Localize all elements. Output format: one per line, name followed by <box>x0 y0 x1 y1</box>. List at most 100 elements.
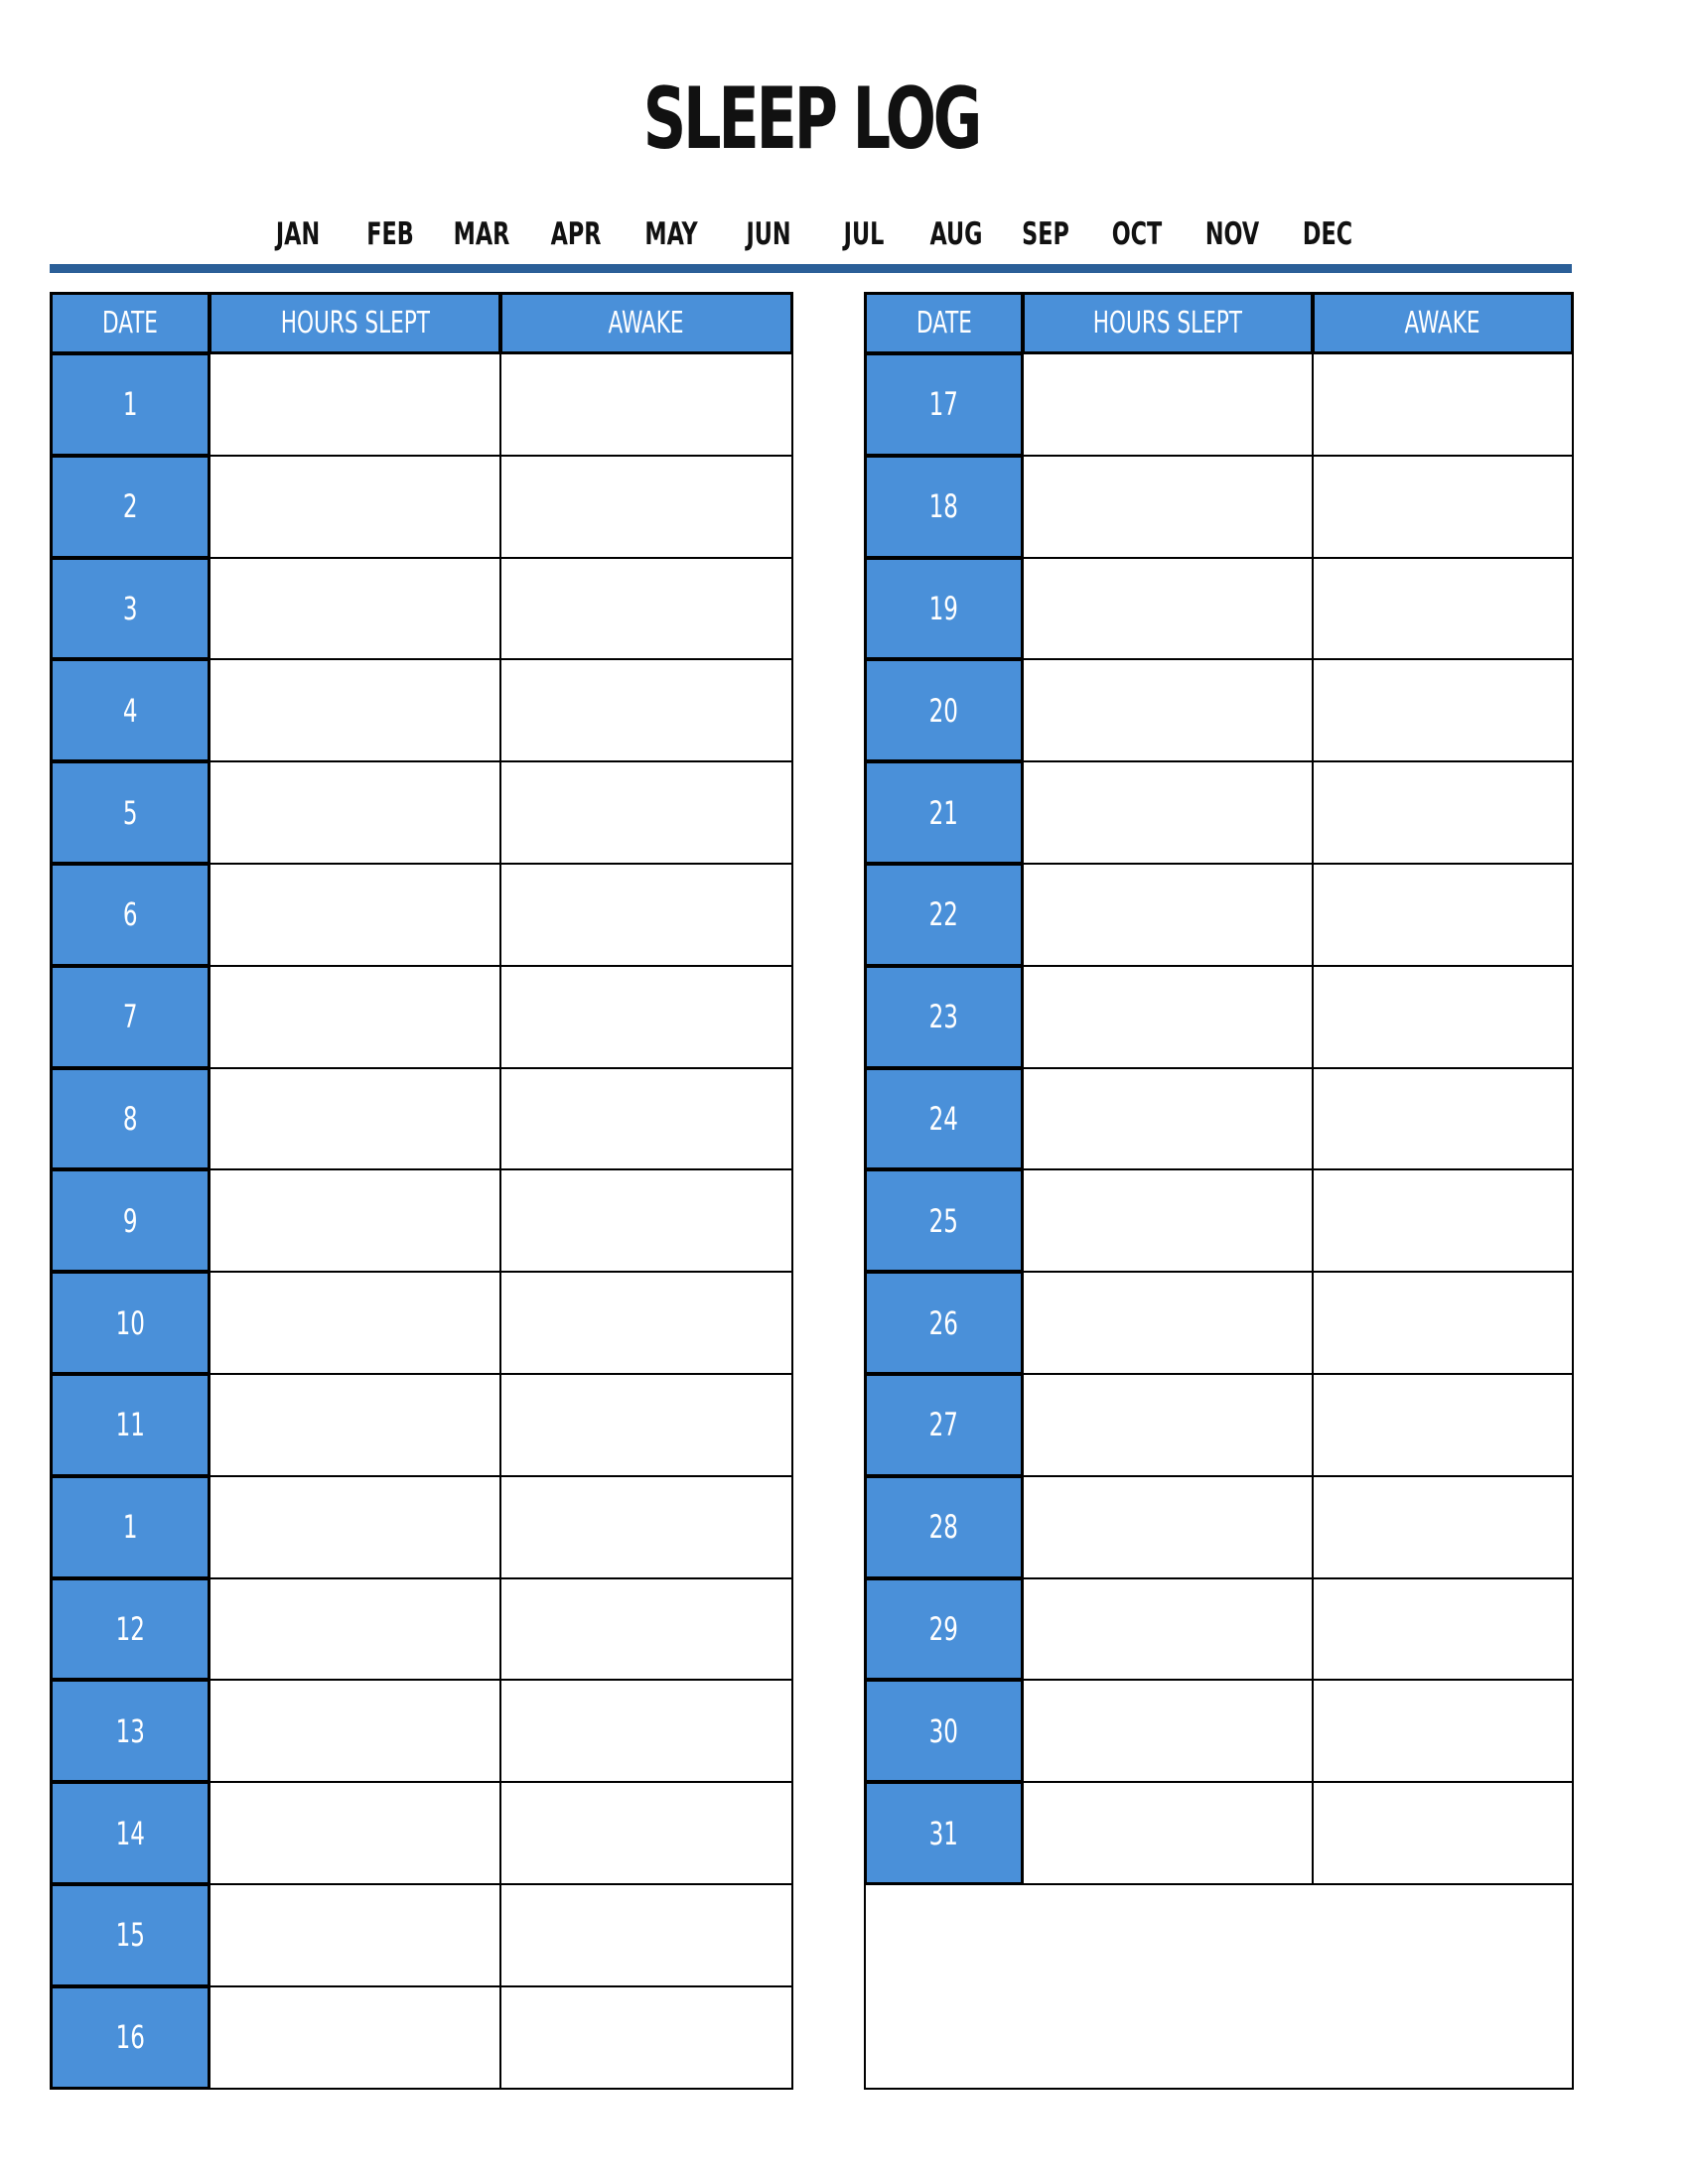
hours-slept-entry-cell[interactable] <box>209 1576 501 1682</box>
awake-entry-cell[interactable] <box>1312 1679 1574 1784</box>
hours-slept-entry-cell[interactable] <box>1022 454 1314 559</box>
hours-slept-entry-cell[interactable] <box>1022 1474 1314 1579</box>
awake-entry-cell[interactable] <box>499 352 793 457</box>
hours-slept-entry-cell[interactable] <box>209 1984 501 2090</box>
hours-slept-entry-cell[interactable] <box>209 556 501 661</box>
awake-entry-cell[interactable] <box>1312 556 1574 661</box>
date-label: 26 <box>928 1303 959 1342</box>
awake-entry-cell[interactable] <box>1312 863 1574 967</box>
awake-entry-cell[interactable] <box>499 760 793 865</box>
hours-slept-entry-cell[interactable] <box>1022 760 1314 865</box>
hours-slept-entry-cell[interactable] <box>209 1679 501 1784</box>
hours-slept-entry-cell[interactable] <box>1022 1271 1314 1375</box>
awake-entry-cell[interactable] <box>499 1576 793 1682</box>
date-label: 2 <box>122 487 138 526</box>
awake-entry-cell[interactable] <box>1312 1781 1574 1885</box>
awake-entry-cell[interactable] <box>499 1474 793 1579</box>
date-label: 10 <box>115 1303 145 1342</box>
date-cell: 25 <box>864 1168 1024 1274</box>
hours-slept-entry-cell[interactable] <box>1022 658 1314 763</box>
awake-entry-cell[interactable] <box>1312 352 1574 457</box>
month-selector: JAN FEB MAR APR MAY JUN JUL AUG SEP OCT NOV DEC <box>0 216 1688 260</box>
date-label: 23 <box>928 998 959 1036</box>
hours-slept-entry-cell[interactable] <box>1022 556 1314 661</box>
hours-slept-entry-cell[interactable] <box>209 1168 501 1274</box>
hours-slept-entry-cell[interactable] <box>209 1781 501 1885</box>
date-cell: 26 <box>864 1271 1024 1375</box>
hours-slept-entry-cell[interactable] <box>209 1883 501 1987</box>
hours-slept-entry-cell[interactable] <box>1022 352 1314 457</box>
hours-slept-entry-cell[interactable] <box>209 1271 501 1375</box>
month-mar[interactable]: MAR <box>453 216 510 252</box>
date-cell: 14 <box>50 1781 211 1885</box>
awake-entry-cell[interactable] <box>1312 1474 1574 1579</box>
hours-slept-entry-cell[interactable] <box>209 964 501 1069</box>
hours-slept-entry-cell[interactable] <box>1022 1168 1314 1274</box>
month-feb[interactable]: FEB <box>366 216 414 252</box>
hours-slept-entry-cell[interactable] <box>209 1066 501 1171</box>
hours-slept-entry-cell[interactable] <box>1022 1576 1314 1682</box>
awake-entry-cell[interactable] <box>1312 1373 1574 1477</box>
hours-slept-entry-cell[interactable] <box>209 863 501 967</box>
date-cell: 8 <box>50 1066 211 1171</box>
month-jul[interactable]: JUL <box>843 216 885 252</box>
date-cell: 22 <box>864 863 1024 967</box>
hours-slept-entry-cell[interactable] <box>209 1474 501 1579</box>
column-header-label: DATE <box>102 306 158 341</box>
date-cell: 17 <box>864 352 1024 457</box>
hours-slept-entry-cell[interactable] <box>1022 1781 1314 1885</box>
month-jan[interactable]: JAN <box>275 216 321 252</box>
date-cell: 9 <box>50 1168 211 1274</box>
month-apr[interactable]: APR <box>550 216 602 252</box>
month-nov[interactable]: NOV <box>1204 216 1260 252</box>
awake-entry-cell[interactable] <box>499 658 793 763</box>
hours-slept-entry-cell[interactable] <box>209 454 501 559</box>
column-header-label: DATE <box>915 306 972 341</box>
hours-slept-entry-cell[interactable] <box>1022 1066 1314 1171</box>
month-oct[interactable]: OCT <box>1111 216 1163 252</box>
date-cell: 21 <box>864 760 1024 865</box>
awake-entry-cell[interactable] <box>499 556 793 661</box>
awake-entry-cell[interactable] <box>499 1679 793 1784</box>
date-cell: 1 <box>50 352 211 457</box>
hours-slept-entry-cell[interactable] <box>1022 1679 1314 1784</box>
awake-entry-cell[interactable] <box>499 1883 793 1987</box>
date-cell: 19 <box>864 556 1024 661</box>
hours-slept-entry-cell[interactable] <box>209 1373 501 1477</box>
awake-entry-cell[interactable] <box>499 863 793 967</box>
hours-slept-entry-cell[interactable] <box>1022 863 1314 967</box>
awake-entry-cell[interactable] <box>499 454 793 559</box>
hours-slept-entry-cell[interactable] <box>1022 1373 1314 1477</box>
awake-entry-cell[interactable] <box>1312 1168 1574 1274</box>
awake-entry-cell[interactable] <box>499 1066 793 1171</box>
awake-entry-cell[interactable] <box>499 1168 793 1274</box>
date-cell: 23 <box>864 964 1024 1069</box>
awake-entry-cell[interactable] <box>1312 760 1574 865</box>
awake-entry-cell[interactable] <box>1312 1271 1574 1375</box>
date-label: 16 <box>115 2018 145 2057</box>
awake-entry-cell[interactable] <box>499 1373 793 1477</box>
awake-entry-cell[interactable] <box>1312 1066 1574 1171</box>
awake-entry-cell[interactable] <box>499 964 793 1069</box>
month-jun[interactable]: JUN <box>746 216 791 252</box>
date-label: 19 <box>928 589 959 627</box>
date-label: 31 <box>928 1814 959 1852</box>
date-cell: 20 <box>864 658 1024 763</box>
awake-entry-cell[interactable] <box>499 1781 793 1885</box>
month-sep[interactable]: SEP <box>1022 216 1069 252</box>
awake-entry-cell[interactable] <box>1312 964 1574 1069</box>
awake-entry-cell[interactable] <box>1312 1576 1574 1682</box>
awake-entry-cell[interactable] <box>499 1271 793 1375</box>
month-aug[interactable]: AUG <box>929 216 983 252</box>
hours-slept-entry-cell[interactable] <box>209 760 501 865</box>
date-label: 22 <box>928 895 959 934</box>
date-label: 1 <box>122 385 138 424</box>
hours-slept-entry-cell[interactable] <box>1022 964 1314 1069</box>
awake-entry-cell[interactable] <box>1312 658 1574 763</box>
month-may[interactable]: MAY <box>644 216 698 252</box>
hours-slept-entry-cell[interactable] <box>209 352 501 457</box>
month-dec[interactable]: DEC <box>1302 216 1353 252</box>
awake-entry-cell[interactable] <box>1312 454 1574 559</box>
hours-slept-entry-cell[interactable] <box>209 658 501 763</box>
awake-entry-cell[interactable] <box>499 1984 793 2090</box>
